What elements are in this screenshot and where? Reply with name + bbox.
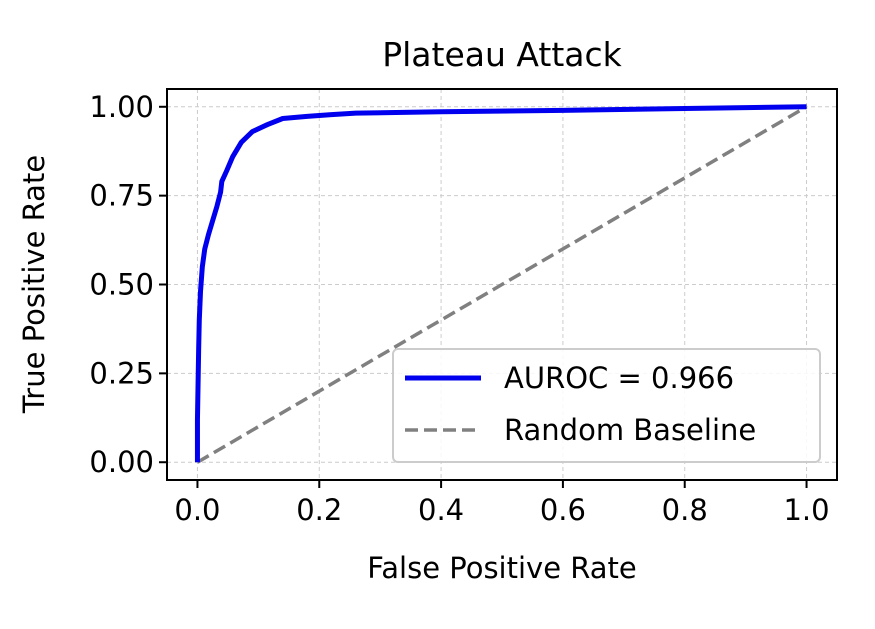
x-tick-label: 0.4 xyxy=(418,493,464,527)
x-tick-label: 0.6 xyxy=(540,493,586,527)
x-tick-label: 0.0 xyxy=(174,493,220,527)
legend-box xyxy=(392,348,821,463)
y-tick-label: 1.00 xyxy=(89,90,154,124)
x-tick-label: 0.8 xyxy=(662,493,708,527)
random-baseline-line xyxy=(196,105,808,464)
y-tick-label: 0.25 xyxy=(89,356,154,390)
roc-curve-line xyxy=(194,104,807,463)
x-axis-label: False Positive Rate xyxy=(367,551,637,585)
y-tick-label: 0.75 xyxy=(89,179,154,213)
y-tick-label: 0.00 xyxy=(89,445,154,479)
chart-title: Plateau Attack xyxy=(382,35,622,74)
y-axis-label: True Positive Rate xyxy=(17,155,51,414)
legend-label-auroc: AUROC = 0.966 xyxy=(504,361,734,395)
y-tick-label: 0.50 xyxy=(89,268,154,302)
x-tick-label: 1.0 xyxy=(783,493,829,527)
legend: AUROC = 0.966 Random Baseline xyxy=(392,348,821,463)
series-layer xyxy=(194,104,808,464)
x-tick-label: 0.2 xyxy=(296,493,342,527)
ticks-layer: 0.0 0.2 0.4 0.6 0.8 1.0 0.00 0.25 0.50 0.75 1.00 xyxy=(89,90,829,527)
legend-label-random-baseline: Random Baseline xyxy=(504,413,756,447)
